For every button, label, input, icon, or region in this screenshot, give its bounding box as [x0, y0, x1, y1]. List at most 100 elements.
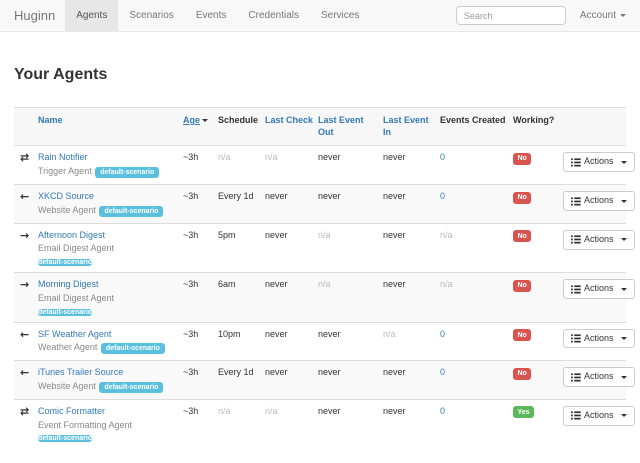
last-event-in-cell: never	[383, 222, 440, 273]
scenario-badge[interactable]: default-scenario	[100, 343, 165, 355]
last-check-cell: n/a	[265, 398, 318, 449]
sort-header-name[interactable]: Name	[38, 115, 63, 125]
last-check-cell: n/a	[265, 145, 318, 185]
last-check-cell: never	[265, 321, 318, 361]
actions-label: Actions	[584, 409, 614, 420]
events-created-link[interactable]: n/a	[440, 229, 453, 240]
last-check-cell: never	[265, 272, 318, 322]
account-label: Account	[579, 10, 616, 21]
events-created-link[interactable]: 0	[440, 152, 446, 163]
sort-header-last-event-out[interactable]: Last Event Out	[318, 115, 364, 137]
last-event-out-cell: n/a	[318, 222, 383, 273]
agent-name-link[interactable]: Rain Notifier	[38, 152, 88, 163]
actions-button[interactable]: Actions	[563, 191, 635, 211]
age-cell: ~3h	[183, 222, 218, 273]
scenario-badge[interactable]: default-scenario	[38, 259, 93, 267]
agent-type-label: Weather Agent	[38, 342, 98, 353]
last-event-out-cell: n/a	[318, 272, 383, 322]
schedule-cell: Every 1d	[218, 360, 265, 400]
age-cell: ~3h	[183, 360, 218, 400]
scenario-badge[interactable]: default-scenario	[99, 205, 164, 217]
list-icon	[571, 411, 581, 420]
nav-item-agents[interactable]: Agents	[65, 0, 119, 31]
nav-item-scenarios[interactable]: Scenarios	[129, 10, 174, 21]
list-icon	[571, 373, 581, 382]
working-status-badge: No	[513, 329, 532, 341]
exchange-icon: ⇄	[20, 151, 30, 165]
actions-label: Actions	[584, 156, 614, 167]
schedule-cell: 5pm	[218, 222, 265, 273]
actions-button[interactable]: Actions	[563, 152, 635, 173]
working-status-badge: No	[513, 367, 532, 380]
scenario-badge[interactable]: default-scenario	[95, 167, 160, 179]
header-events-created: Events Created	[440, 106, 513, 146]
arrow-right-icon: →	[20, 278, 30, 292]
actions-label: Actions	[584, 233, 614, 244]
sort-header-last-check[interactable]: Last Check	[265, 115, 314, 125]
actions-label: Actions	[584, 371, 614, 382]
last-event-in-cell: never	[383, 360, 440, 400]
agent-name-link[interactable]: iTunes Trailer Source	[38, 367, 124, 378]
age-cell: ~3h	[183, 398, 218, 449]
agents-table: Name Age Schedule Last Check Last Event …	[14, 106, 635, 449]
events-created-link[interactable]: n/a	[440, 279, 453, 290]
app-brand[interactable]: Huginn	[14, 8, 56, 23]
last-check-cell: never	[265, 360, 318, 400]
sort-header-last-event-in[interactable]: Last Event In	[383, 115, 429, 137]
events-created-link[interactable]: 0	[440, 328, 446, 339]
arrow-left-icon: ←	[20, 327, 30, 341]
events-created-link[interactable]: 0	[440, 405, 446, 416]
list-icon	[571, 334, 581, 343]
agent-type-label: Email Digest Agent	[38, 292, 115, 303]
agent-name-link[interactable]: Morning Digest	[38, 279, 99, 290]
actions-button[interactable]: Actions	[563, 229, 635, 250]
agent-name-link[interactable]: XKCD Source	[38, 191, 95, 202]
main-nav: Agents Scenarios Events Credentials Serv…	[65, 0, 370, 31]
table-row: ⇄ Rain Notifier Trigger Agent default-sce…	[14, 145, 635, 185]
agent-type-label: Email Digest Agent	[38, 243, 115, 254]
caret-down-icon	[620, 414, 627, 418]
agent-type-label: Website Agent	[38, 204, 96, 215]
table-row: ← iTunes Trailer Source Website Agent def…	[14, 360, 635, 400]
scenario-badge[interactable]: default-scenario	[38, 308, 93, 316]
search-input[interactable]	[455, 6, 566, 25]
agent-name-link[interactable]: SF Weather Agent	[38, 328, 112, 339]
actions-button[interactable]: Actions	[563, 367, 635, 388]
agent-type-label: Trigger Agent	[38, 166, 92, 177]
caret-down-icon	[620, 160, 627, 164]
actions-label: Actions	[584, 195, 614, 206]
arrow-left-icon: ←	[20, 366, 30, 380]
sort-header-age[interactable]: Age	[183, 115, 201, 125]
last-event-out-cell: never	[318, 398, 383, 449]
table-row: ← SF Weather Agent Weather Agent default-…	[14, 321, 635, 361]
main-content: Your Agents Name Age Schedule Last Check…	[0, 65, 640, 449]
nav-item-events[interactable]: Events	[195, 10, 227, 21]
agent-name-link[interactable]: Comic Formatter	[38, 405, 106, 416]
agent-type-label: Website Agent	[38, 380, 96, 391]
last-event-out-cell: never	[318, 321, 383, 361]
last-event-in-cell: never	[383, 184, 440, 224]
last-event-in-cell: never	[383, 145, 440, 185]
nav-item-credentials[interactable]: Credentials	[248, 10, 299, 21]
arrow-right-icon: →	[20, 228, 30, 242]
table-row: ← XKCD Source Website Agent default-scena…	[14, 184, 635, 224]
list-icon	[571, 158, 581, 167]
events-created-link[interactable]: 0	[440, 191, 446, 202]
caret-down-icon	[620, 287, 627, 291]
actions-button[interactable]: Actions	[563, 328, 635, 349]
events-created-link[interactable]: 0	[440, 367, 446, 378]
actions-button[interactable]: Actions	[563, 279, 635, 300]
caret-down-icon	[620, 375, 627, 379]
schedule-cell: n/a	[218, 398, 265, 449]
account-menu[interactable]: Account	[580, 10, 628, 21]
agent-name-link[interactable]: Afternoon Digest	[38, 229, 106, 240]
scenario-badge[interactable]: default-scenario	[99, 381, 164, 393]
table-row: → Afternoon Digest Email Digest Agent def…	[14, 222, 635, 273]
header-working: Working?	[513, 106, 563, 146]
table-row: ⇄ Comic Formatter Event Formatting Agent …	[14, 398, 635, 449]
working-status-badge: No	[513, 230, 532, 243]
nav-item-services[interactable]: Services	[320, 10, 360, 21]
actions-button[interactable]: Actions	[563, 405, 635, 426]
scenario-badge[interactable]: default-scenario	[38, 435, 93, 443]
caret-down-icon	[620, 336, 627, 340]
